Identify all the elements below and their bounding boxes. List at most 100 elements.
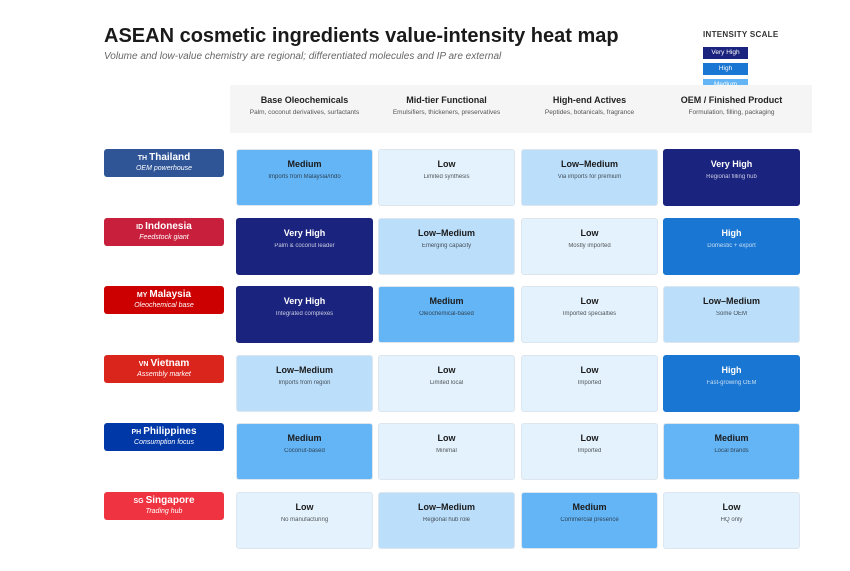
country-desc: Trading hub [145,507,183,515]
heatmap-cell: Very High Palm & coconut leader [236,217,373,275]
country-code: MY [136,292,148,299]
cell-note: Palm & coconut leader [274,242,335,249]
column-header-band: Base Oleochemicals Palm, coconut derivati… [230,85,812,133]
column-name: Base Oleochemicals [260,95,349,105]
country-desc: Feedstock giant [139,233,189,241]
country-name: Indonesia [145,220,192,232]
column-header: Mid-tier Functional Emulsifiers, thickene… [378,95,515,116]
cell-note: Imported specialties [562,311,617,317]
cell-level: High [721,227,742,238]
cell-note: Limited synthesis [423,174,470,180]
heatmap-cell: Medium Imports from Malaysia/Indo [236,149,373,206]
legend-item: Very High [703,47,748,59]
country-label-singapore: SG Singapore Trading hub [104,491,224,520]
heatmap-cell: Low Imported specialties [521,286,658,343]
country-code: VN [138,360,149,368]
cell-note: Minimal [436,448,457,454]
heatmap-cell: Low–Medium Imports from region [236,354,373,412]
country-name: Philippines [143,426,197,437]
column-header: Base Oleochemicals Palm, coconut derivati… [236,95,373,116]
column-header: OEM / Finished Product Formulation, filli… [663,95,800,116]
country-label-indonesia: ID Indonesia Feedstock giant [104,217,224,246]
heatmap-cell: High Fast-growing OEM [663,354,800,412]
heatmap-cell: Low Imported [521,423,658,480]
cell-level: Low [437,364,456,375]
cell-note: Emerging capacity [421,242,472,249]
cell-note: Limited local [429,379,464,386]
country-name: Singapore [145,494,195,506]
page-title: ASEAN cosmetic ingredients value-intensi… [104,25,619,47]
cell-level: Low [437,159,456,169]
column-desc: Formulation, filling, packaging [688,109,775,116]
cell-note: Integrated complexes [275,311,334,317]
cell-note: Oleochemical-based [419,311,474,317]
heatmap-cell: Medium Oleochemical-based [378,286,515,343]
country-desc: Consumption focus [134,439,194,446]
cell-note: Via imports for premium [557,174,622,180]
cell-level: Low [580,364,599,375]
cell-note: Regional filling hub [706,174,757,180]
heatmap-cell: Very High Regional filling hub [663,149,800,206]
country-desc: OEM powerhouse [135,165,193,172]
country-label-thailand: TH Thailand OEM powerhouse [104,149,224,177]
column-desc: Palm, coconut derivatives, surfactants [249,109,360,116]
cell-note: HQ only [720,516,743,523]
page-subtitle: Volume and low-value chemistry are regio… [104,51,502,62]
country-label-malaysia: MY Malaysia Oleochemical base [104,286,224,314]
cell-level: Very High [283,227,326,238]
cell-level: Low [580,433,599,443]
heatmap-cell: Low HQ only [663,491,800,549]
cell-note: Fast-growing OEM [706,379,757,386]
cell-level: Medium [429,296,464,306]
cell-level: Low [722,501,741,512]
heatmap-cell: Low–Medium Some OEM [663,286,800,343]
cell-level: Low–Medium [702,296,760,306]
cell-level: Low [295,501,314,512]
cell-level: Low–Medium [417,227,475,238]
heatmap-cell: High Domestic + export [663,217,800,275]
country-label-vietnam: VN Vietnam Assembly market [104,354,224,383]
heatmap-cell: Medium Coconut-based [236,423,373,480]
heatmap-cell: Low No manufacturing [236,491,373,549]
country-desc: Oleochemical base [134,302,194,309]
country-code: SG [133,497,144,505]
heatmap-cell: Low–Medium Regional hub role [378,491,515,549]
cell-level: Low [437,433,456,443]
column-header: High-end Actives Peptides, botanicals, fr… [521,95,658,116]
heatmap-cell: Low Mostly imported [521,217,658,275]
cell-note: No manufacturing [280,516,329,523]
heatmap-cell: Low Limited local [378,354,515,412]
cell-level: Medium [714,433,749,443]
cell-level: Low–Medium [417,501,475,512]
column-desc: Peptides, botanicals, fragrance [544,109,635,116]
country-code: PH [131,429,142,436]
country-code: TH [137,155,148,162]
cell-note: Some OEM [715,311,747,317]
country-code: ID [136,223,144,231]
cell-note: Local brands [714,448,749,454]
country-name: Malaysia [149,289,192,300]
heatmap-cell: Medium Local brands [663,423,800,480]
cell-level: Low [580,227,599,238]
country-label-philippines: PH Philippines Consumption focus [104,423,224,451]
legend-item: High [703,63,748,75]
cell-level: Very High [710,159,753,169]
cell-level: Low–Medium [275,364,333,375]
cell-note: Regional hub role [422,516,471,523]
column-name: OEM / Finished Product [680,95,783,105]
heatmap-cell: Low–Medium Emerging capacity [378,217,515,275]
country-desc: Assembly market [137,370,191,378]
legend-item: Medium [703,79,748,85]
heatmap-cell: Medium Commercial presence [521,491,658,549]
cell-note: Mostly imported [568,242,611,249]
cell-level: Very High [283,296,326,306]
column-name: High-end Actives [552,95,627,105]
column-desc: Emulsifiers, thickeners, preservatives [392,109,501,116]
cell-level: Low–Medium [560,159,618,169]
heatmap-cell: Low Minimal [378,423,515,480]
country-name: Thailand [149,152,191,163]
cell-note: Commercial presence [560,516,619,523]
country-name: Vietnam [150,357,190,369]
heatmap-cell: Very High Integrated complexes [236,286,373,343]
column-name: Mid-tier Functional [406,95,487,105]
